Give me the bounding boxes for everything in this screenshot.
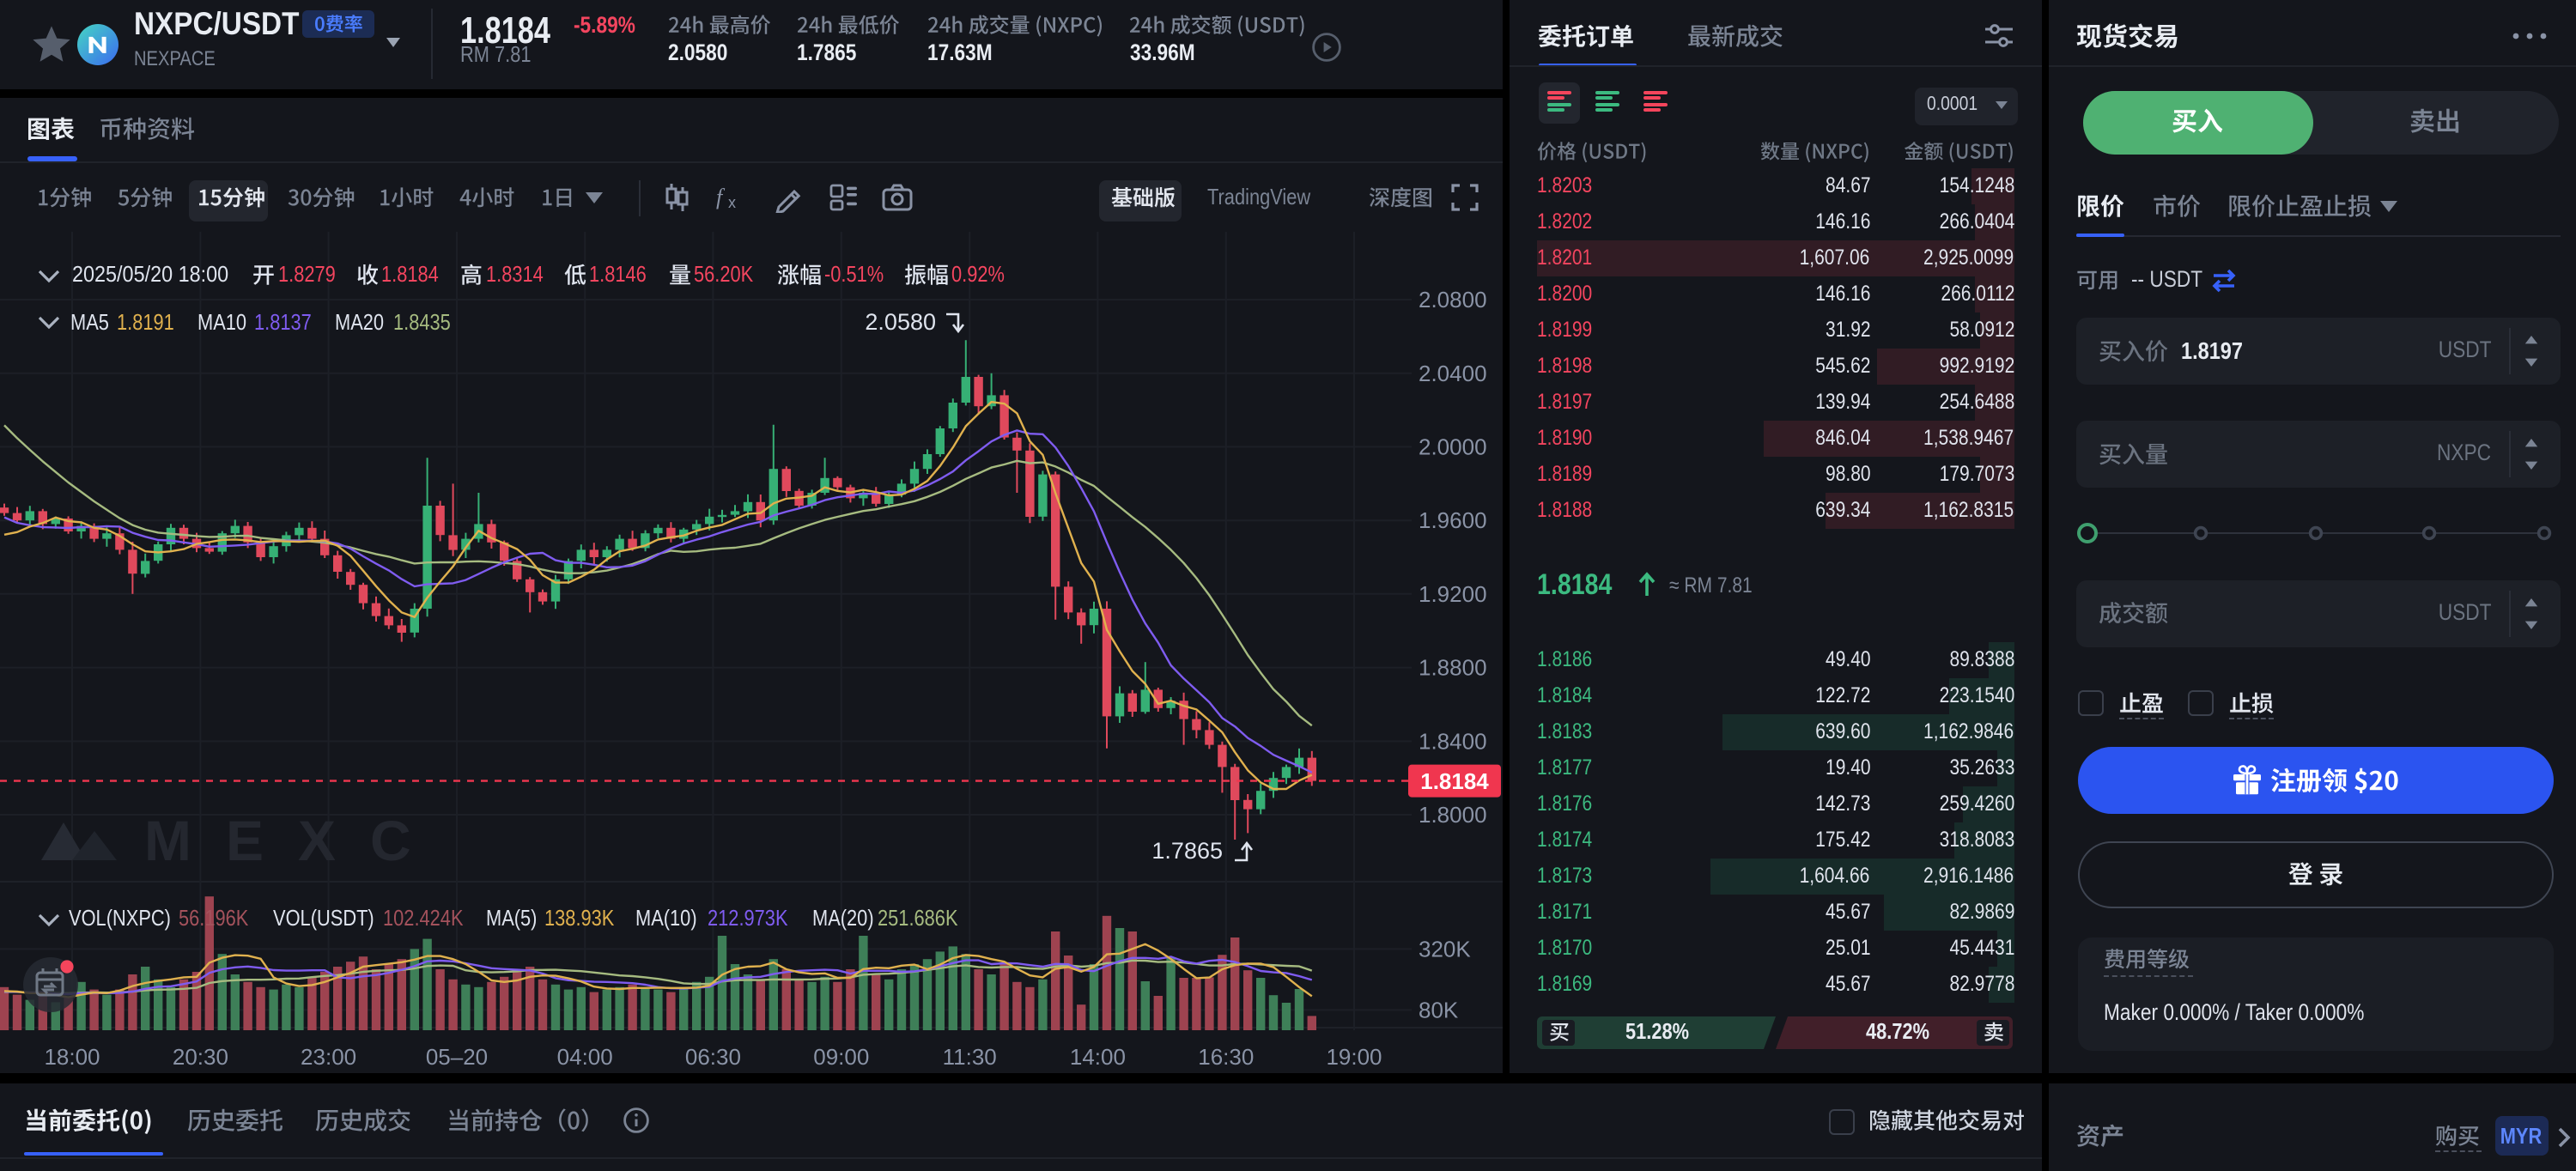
svg-text:04:00: 04:00: [557, 1044, 613, 1070]
svg-text:23:00: 23:00: [301, 1044, 356, 1070]
svg-text:11:30: 11:30: [943, 1044, 997, 1070]
svg-text:1.8400: 1.8400: [1419, 728, 1487, 754]
svg-text:x: x: [728, 194, 736, 211]
svg-text:2.0580: 2.0580: [865, 309, 936, 335]
svg-text:14:00: 14:00: [1070, 1044, 1126, 1070]
svg-text:1.8800: 1.8800: [1419, 655, 1487, 681]
svg-text:2.0400: 2.0400: [1419, 361, 1487, 386]
svg-text:06:30: 06:30: [685, 1044, 741, 1070]
svg-text:18:00: 18:00: [44, 1044, 100, 1070]
svg-text:09:00: 09:00: [813, 1044, 869, 1070]
svg-text:05–20: 05–20: [426, 1044, 488, 1070]
svg-text:80K: 80K: [1419, 997, 1459, 1022]
svg-text:2.0800: 2.0800: [1419, 287, 1487, 312]
svg-text:2.0000: 2.0000: [1419, 434, 1487, 459]
svg-text:320K: 320K: [1419, 936, 1471, 962]
svg-text:16:30: 16:30: [1198, 1044, 1254, 1070]
svg-text:1.8184: 1.8184: [1420, 768, 1489, 794]
svg-text:20:30: 20:30: [173, 1044, 228, 1070]
svg-text:19:00: 19:00: [1326, 1044, 1382, 1070]
svg-text:1.9200: 1.9200: [1419, 581, 1487, 607]
svg-text:1.7865: 1.7865: [1151, 838, 1223, 864]
svg-text:f: f: [716, 185, 726, 209]
svg-text:1.9600: 1.9600: [1419, 507, 1487, 533]
svg-text:1.8000: 1.8000: [1419, 802, 1487, 828]
svg-text:MEXC: MEXC: [144, 809, 446, 872]
